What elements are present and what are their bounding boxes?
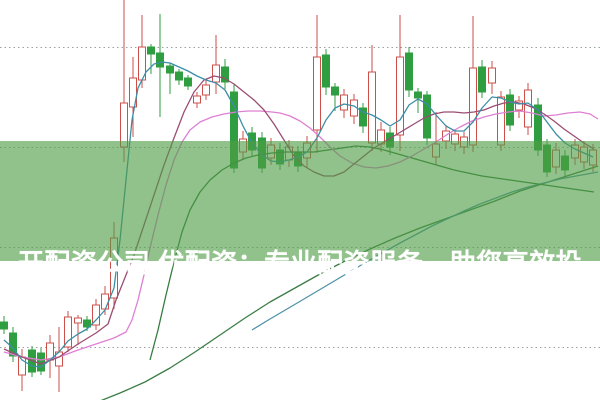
promo-text-line-1: 开配资公司 优配资：专业配资服务，助您高效投 [17, 248, 583, 278]
promo-banner: 开配资公司 优配资：专业配资服务，助您高效投 资，轻松实现财富增值！ [0, 141, 600, 400]
promo-text: 开配资公司 优配资：专业配资服务，助您高效投 资，轻松实现财富增值！ [0, 158, 600, 400]
promo-text-line-2: 资，轻松实现财富增值！ [154, 374, 446, 400]
